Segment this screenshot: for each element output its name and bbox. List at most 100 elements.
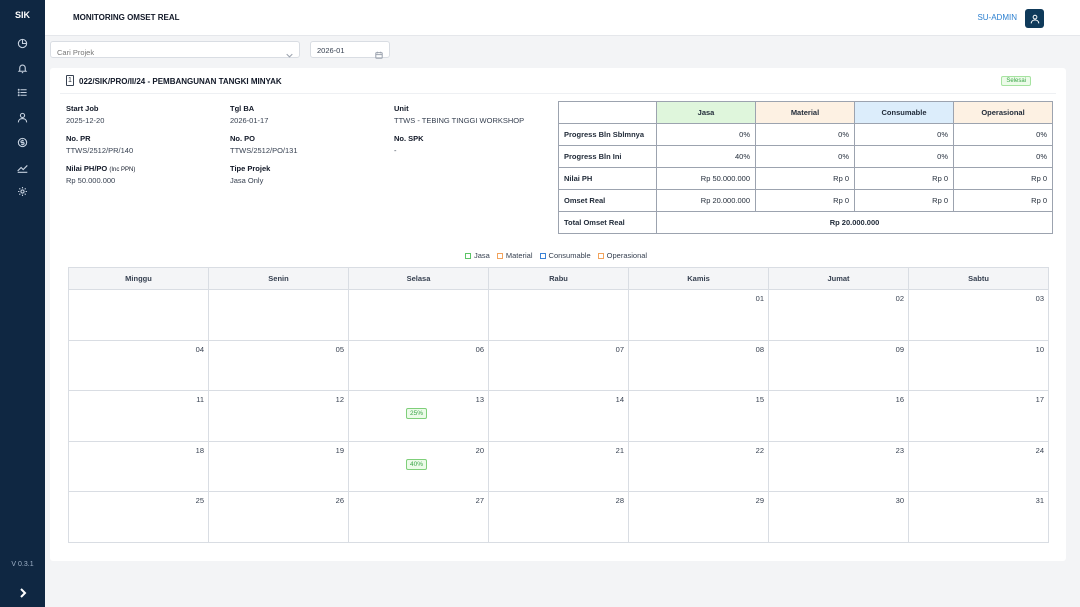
calendar-week: 25 26 27 28 29 30 31 [68, 491, 1049, 543]
progress-badge[interactable]: 25% [405, 408, 427, 420]
calendar-day-number: 05 [335, 344, 344, 354]
nilai-label: Nilai PH/PO (Inc PPN) [66, 164, 136, 173]
month-picker[interactable]: 2026-01 [310, 41, 390, 59]
calendar-day-number: 10 [1035, 344, 1044, 354]
no-spk-label: No. SPK [394, 134, 424, 143]
calendar-day-cell[interactable]: 20 40% [348, 440, 489, 493]
calendar-day-number: 11 [196, 395, 204, 405]
user-icon[interactable] [14, 109, 30, 125]
calendar-day-cell[interactable]: 07 [488, 339, 629, 392]
table-row: Progress Bln Sblmnya 0% 0% 0% 0% [558, 123, 1053, 146]
calendar-day-header: Selasa [348, 267, 489, 290]
total-label: Total Omset Real [558, 211, 657, 234]
brand-logo: SIK [14, 10, 30, 20]
total-value: Rp 20.000.000 [656, 211, 1053, 234]
calendar-day-cell[interactable]: 17 [908, 390, 1049, 442]
chevron-right-icon [20, 588, 27, 598]
legend: Jasa Material Consumable Operasional [465, 251, 647, 260]
unit-label: Unit [394, 104, 409, 113]
legend-swatch [496, 252, 503, 259]
calendar-day-cell[interactable]: 12 [208, 390, 349, 442]
header: MONITORING OMSET REAL SU-ADMIN [45, 0, 1080, 36]
cell: 0% [854, 123, 954, 146]
chevron-down-icon [286, 46, 293, 64]
calendar-day-cell[interactable]: 05 [208, 339, 349, 392]
calendar-day-cell[interactable]: 30 [768, 491, 909, 543]
row-label: Nilai PH [558, 167, 657, 190]
calendar-day-cell[interactable]: 14 [488, 390, 629, 442]
calendar-day-number: 01 [755, 294, 764, 303]
gear-icon[interactable] [14, 183, 30, 199]
calendar-day-cell[interactable]: 01 [628, 289, 769, 341]
list-icon[interactable] [14, 84, 30, 100]
calendar-day-number: 31 [1035, 496, 1044, 506]
calendar-day-number: 04 [195, 344, 204, 354]
calendar-day-cell[interactable]: 27 [348, 491, 489, 543]
start-job-label: Start Job [66, 104, 99, 113]
calendar-day-number: 08 [755, 344, 764, 354]
calendar-day-cell[interactable]: 16 [768, 390, 909, 442]
calendar-day-cell[interactable]: 18 [68, 440, 209, 493]
calendar-day-number: 14 [615, 395, 624, 405]
no-pr-value: TTWS/2512/PR/140 [66, 146, 134, 155]
calendar-day-cell[interactable]: 31 [908, 491, 1049, 543]
project-search-select[interactable] [50, 41, 300, 60]
summary-header-consumable: Consumable [854, 101, 954, 124]
cell: Rp 0 [854, 189, 954, 212]
calendar-day-cell[interactable]: 09 [768, 339, 909, 392]
calendar-day-cell[interactable]: 19 [208, 440, 349, 493]
calendar-day-number: 19 [335, 445, 344, 455]
money-icon[interactable] [14, 134, 30, 150]
calendar-week: 04 05 06 07 08 09 10 [68, 339, 1049, 392]
summary-header-jasa: Jasa [656, 101, 756, 124]
calendar-day-cell[interactable]: 21 [488, 440, 629, 493]
calendar-day-cell[interactable]: 13 25% [348, 390, 489, 442]
calendar-day-cell[interactable]: 22 [628, 440, 769, 493]
table-row: Progress Bln Ini 40% 0% 0% 0% [558, 145, 1053, 168]
divider [60, 93, 1056, 94]
dashboard-icon[interactable] [14, 35, 30, 51]
nilai-note: (Inc PPN) [109, 167, 136, 173]
calendar-day-cell[interactable]: 04 [68, 339, 209, 392]
calendar-day-cell[interactable]: 29 [628, 491, 769, 543]
tgl-ba-value: 2026-01-17 [230, 116, 269, 125]
calendar-day-number: 09 [895, 344, 904, 354]
bell-icon[interactable] [14, 60, 30, 76]
calendar-day-cell[interactable]: 23 [768, 440, 909, 493]
expand-sidebar-button[interactable] [16, 586, 30, 600]
calendar-day-cell[interactable]: 02 [768, 289, 909, 341]
calendar-day-cell[interactable]: 24 [908, 440, 1049, 493]
cell: 0% [656, 123, 756, 146]
project-index: 1 [66, 75, 74, 86]
calendar-day-number: 12 [335, 395, 344, 405]
chart-icon[interactable] [14, 159, 30, 175]
calendar-day-header: Sabtu [908, 267, 1049, 290]
calendar-day-number: 15 [755, 395, 764, 405]
calendar-day-cell[interactable]: 28 [488, 491, 629, 543]
calendar-day-cell[interactable]: 08 [628, 339, 769, 392]
cell: 0% [854, 145, 954, 168]
legend-item: Consumable [539, 251, 591, 260]
calendar-day-cell[interactable]: 06 [348, 339, 489, 392]
calendar-day-header: Jumat [768, 267, 909, 290]
cell: 0% [755, 123, 855, 146]
row-label: Omset Real [558, 189, 657, 212]
progress-badge[interactable]: 40% [405, 458, 427, 470]
legend-item: Operasional [597, 251, 647, 260]
calendar-day-cell[interactable]: 11 [68, 390, 209, 442]
calendar-day-cell[interactable]: 03 [908, 289, 1049, 341]
avatar[interactable] [1025, 9, 1044, 28]
calendar-day-number: 29 [755, 496, 764, 506]
calendar-day-number: 16 [895, 395, 904, 405]
calendar-day-cell[interactable]: 26 [208, 491, 349, 543]
calendar-day-cell[interactable]: 10 [908, 339, 1049, 392]
user-menu-label[interactable]: SU-ADMIN [977, 13, 1017, 22]
app-version: V 0.3.1 [11, 561, 34, 568]
project-search-input[interactable] [51, 45, 271, 60]
tipe-label: Tipe Projek [230, 164, 271, 173]
tgl-ba-label: Tgl BA [230, 104, 255, 113]
calendar-day-cell[interactable]: 25 [68, 491, 209, 543]
calendar-day-cell[interactable]: 15 [628, 390, 769, 442]
start-job-value: 2025-12-20 [66, 116, 105, 125]
row-label: Progress Bln Sblmnya [558, 123, 657, 146]
